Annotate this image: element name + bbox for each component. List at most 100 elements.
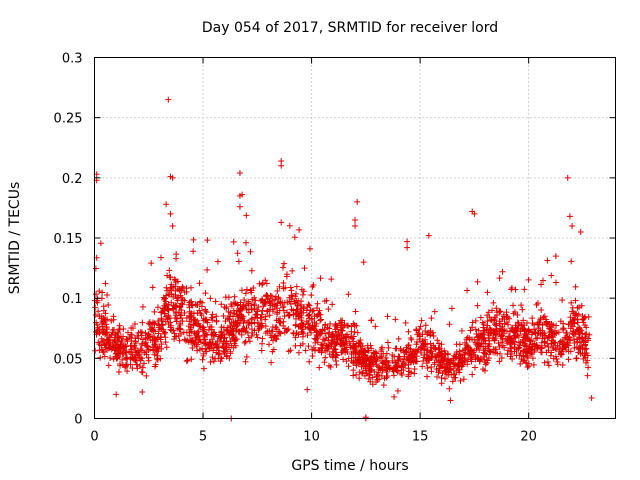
data-point — [464, 287, 471, 294]
data-point — [299, 320, 306, 327]
data-point — [334, 334, 341, 341]
data-point — [317, 275, 324, 282]
data-point — [309, 283, 316, 290]
data-point — [335, 329, 342, 336]
data-point — [348, 350, 355, 357]
data-point — [123, 361, 130, 368]
data-point — [123, 343, 130, 350]
data-point — [254, 334, 261, 341]
data-point — [534, 321, 541, 328]
data-point — [538, 281, 545, 288]
data-point — [178, 314, 185, 321]
data-point — [226, 316, 233, 323]
data-point — [517, 360, 524, 367]
data-point — [129, 325, 136, 332]
data-point — [203, 316, 210, 323]
data-point — [553, 355, 560, 362]
data-point — [345, 291, 352, 298]
data-point — [337, 326, 344, 333]
data-point — [581, 346, 588, 353]
data-point — [259, 307, 266, 314]
data-point — [493, 320, 500, 327]
data-point — [255, 303, 262, 310]
data-point — [557, 318, 564, 325]
data-point — [511, 338, 518, 345]
data-point — [541, 359, 548, 366]
data-point — [271, 296, 278, 303]
data-point — [208, 314, 215, 321]
data-point — [216, 350, 223, 357]
data-point — [139, 364, 146, 371]
data-point — [400, 367, 407, 374]
data-point — [565, 348, 572, 355]
data-point — [483, 351, 490, 358]
data-point — [229, 313, 236, 320]
data-point — [166, 273, 173, 280]
data-point — [132, 354, 139, 361]
data-point — [362, 414, 369, 421]
data-point — [353, 322, 360, 329]
data-point — [384, 366, 391, 373]
data-point — [528, 337, 535, 344]
data-point — [431, 308, 438, 315]
data-point — [379, 364, 386, 371]
data-point — [273, 317, 280, 324]
data-point — [398, 370, 405, 377]
data-point — [418, 349, 425, 356]
data-point — [457, 377, 464, 384]
data-point — [374, 354, 381, 361]
data-point — [222, 294, 229, 301]
data-point — [182, 337, 189, 344]
data-point — [186, 329, 193, 336]
data-point — [169, 174, 176, 181]
data-point — [111, 347, 118, 354]
data-point — [533, 301, 540, 308]
data-point — [577, 228, 584, 235]
data-point — [119, 356, 126, 363]
data-point — [521, 347, 528, 354]
data-point — [364, 347, 371, 354]
data-point — [397, 345, 404, 352]
data-point — [334, 324, 341, 331]
data-point — [120, 333, 127, 340]
data-point — [461, 358, 468, 365]
data-point — [155, 330, 162, 337]
data-point — [484, 329, 491, 336]
data-point — [332, 346, 339, 353]
data-point — [146, 319, 153, 326]
data-point — [242, 358, 249, 365]
data-point — [172, 310, 179, 317]
data-point — [521, 286, 528, 293]
data-point — [474, 302, 481, 309]
data-point — [418, 317, 425, 324]
data-point — [392, 345, 399, 352]
data-point — [166, 267, 173, 274]
data-point — [482, 337, 489, 344]
data-point — [425, 357, 432, 364]
data-point — [306, 311, 313, 318]
data-point — [363, 370, 370, 377]
data-point — [166, 291, 173, 298]
data-point — [521, 322, 528, 329]
data-point — [380, 350, 387, 357]
data-point — [173, 333, 180, 340]
data-point — [139, 389, 146, 396]
data-point — [374, 363, 381, 370]
data-point — [351, 343, 358, 350]
data-point — [99, 289, 106, 296]
data-point — [120, 342, 127, 349]
data-point — [329, 301, 336, 308]
data-point — [304, 303, 311, 310]
data-point — [148, 325, 155, 332]
data-point — [96, 288, 103, 295]
data-point — [97, 354, 104, 361]
data-point — [433, 366, 440, 373]
data-point — [184, 357, 191, 364]
data-point — [252, 314, 259, 321]
data-point — [226, 355, 233, 362]
data-point — [191, 330, 198, 337]
data-point — [446, 385, 453, 392]
data-point — [176, 286, 183, 293]
data-point — [176, 325, 183, 332]
data-point — [213, 341, 220, 348]
